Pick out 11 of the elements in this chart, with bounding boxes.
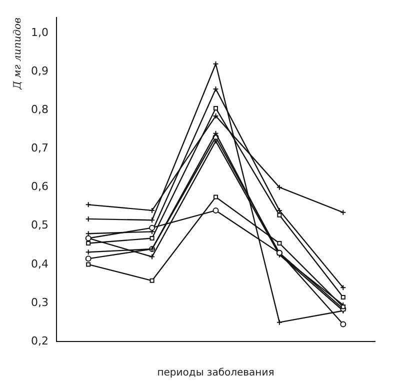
x-axis-title: периоды заболевания <box>157 368 274 379</box>
y-tick-label: 1,0 <box>30 26 48 39</box>
y-tick-label: 0,3 <box>30 296 48 309</box>
y-tick-label: 0,6 <box>30 180 48 194</box>
y-axis-title: Д мг липидов <box>12 17 24 90</box>
y-tick-label: 0,5 <box>30 218 48 232</box>
y-tick-label: 0,7 <box>30 142 48 155</box>
y-tick-label: 0,4 <box>30 257 48 270</box>
y-tick-label: 0,8 <box>30 103 48 116</box>
y-tick-label: 0,9 <box>30 64 48 78</box>
y-tick-label: 0,2 <box>30 334 48 348</box>
